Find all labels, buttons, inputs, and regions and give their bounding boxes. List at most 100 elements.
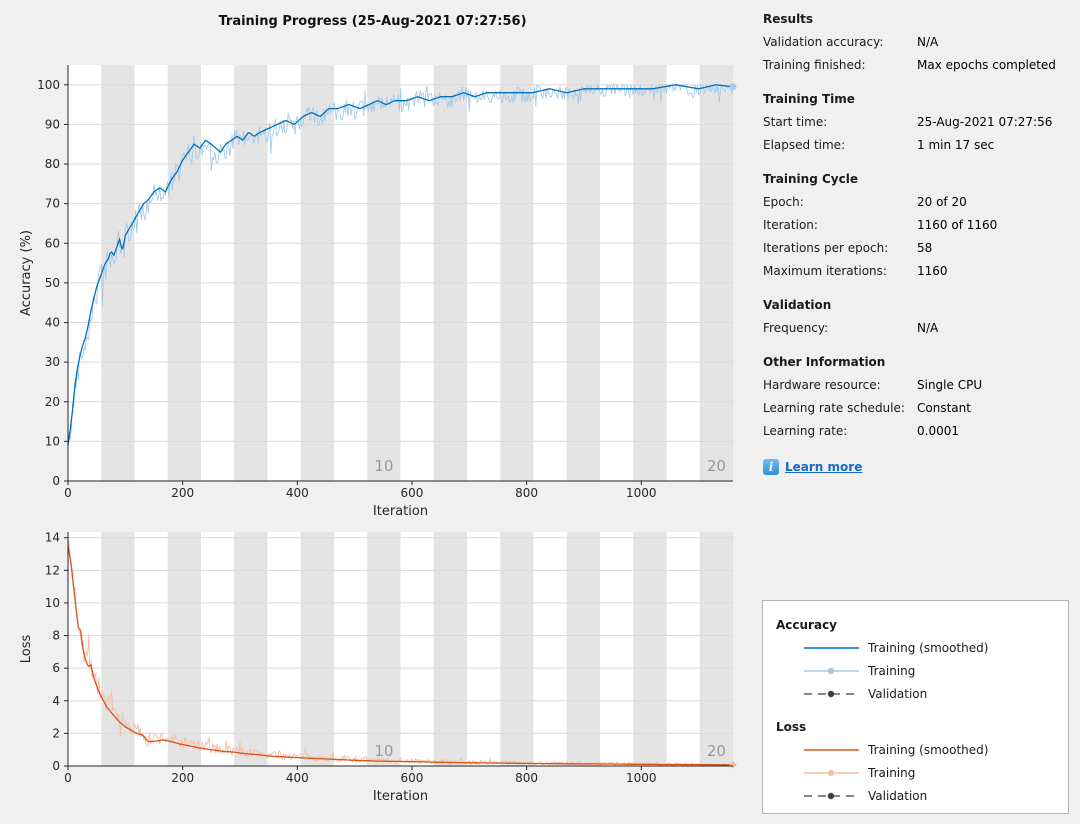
axes: 0 2 4 6 8 10 12 14 0 200 400 600 800 1000: [45, 531, 733, 785]
info-row-start-time: Start time: 25-Aug-2021 07:27:56: [763, 111, 1070, 134]
y-tick-label: 40: [45, 316, 60, 330]
info-label: Learning rate schedule:: [763, 401, 905, 415]
epoch-label: 20: [707, 457, 726, 475]
section-heading-training-cycle: Training Cycle: [763, 172, 858, 186]
legend-item-accuracy-validation: Validation: [776, 682, 1068, 705]
info-row-hardware-resource: Hardware resource: Single CPU: [763, 374, 1070, 397]
epoch-label: 10: [374, 742, 393, 760]
legend-group-accuracy: Accuracy Training (smoothed) Training: [776, 614, 1068, 705]
y-tick-label: 30: [45, 355, 60, 369]
info-label: Hardware resource:: [763, 378, 881, 392]
y-tick-label: 12: [45, 563, 60, 577]
legend-label: Validation: [868, 788, 928, 803]
epoch-bands: [101, 532, 733, 766]
legend-item-loss-validation: Validation: [776, 784, 1068, 807]
epoch-band: [234, 532, 268, 766]
epoch-labels: 10 20: [374, 742, 726, 760]
training-raw-line: [67, 83, 734, 446]
x-axis-label: Iteration: [373, 789, 428, 804]
info-value: N/A: [917, 35, 939, 49]
epoch-band: [500, 65, 534, 481]
y-tick-label: 20: [45, 395, 60, 409]
legend-item-accuracy-training: Training: [776, 659, 1068, 682]
epoch-band: [500, 532, 534, 766]
training-smoothed-line: [67, 84, 734, 446]
solid-line-icon: [804, 748, 859, 751]
y-tick-label: 80: [45, 157, 60, 171]
y-tick-label: 100: [37, 78, 60, 92]
info-value: N/A: [917, 321, 939, 335]
info-row-learning-rate: Learning rate: 0.0001: [763, 420, 1070, 443]
final-point-marker: [729, 83, 737, 91]
info-value: 25-Aug-2021 07:27:56: [917, 115, 1053, 129]
epoch-band: [566, 65, 600, 481]
epoch-labels: 10 20: [374, 457, 726, 475]
epoch-band: [101, 65, 135, 481]
section-heading-validation: Validation: [763, 298, 832, 312]
epoch-band: [699, 532, 733, 766]
y-tick-label: 60: [45, 236, 60, 250]
x-tick-label: 800: [515, 486, 538, 500]
y-tick-label: 8: [52, 629, 60, 643]
legend-group-loss: Loss Training (smoothed) Training: [776, 716, 1068, 807]
y-tick-label: 50: [45, 276, 60, 290]
info-label: Epoch:: [763, 195, 804, 209]
x-tick-label: 400: [286, 771, 309, 785]
line-with-marker-icon: [804, 769, 859, 776]
epoch-band: [633, 532, 667, 766]
info-label: Start time:: [763, 115, 828, 129]
info-label: Learning rate:: [763, 424, 848, 438]
info-row-training-finished: Training finished: Max epochs completed: [763, 54, 1070, 77]
dashed-line-with-marker-icon: [804, 792, 859, 799]
x-tick-label: 600: [401, 486, 424, 500]
info-value: 1 min 17 sec: [917, 138, 995, 152]
x-tick-label: 1000: [626, 771, 657, 785]
y-axis-label: Loss: [19, 635, 34, 664]
x-tick-label: 400: [286, 486, 309, 500]
legend-label: Training: [868, 663, 916, 678]
info-value: Single CPU: [917, 378, 983, 392]
y-tick-label: 6: [52, 661, 60, 675]
legend-item-loss-training-smoothed: Training (smoothed): [776, 738, 1068, 761]
epoch-band: [367, 532, 401, 766]
info-row-elapsed-time: Elapsed time: 1 min 17 sec: [763, 134, 1070, 157]
solid-line-icon: [804, 646, 859, 649]
epoch-band: [167, 65, 201, 481]
epoch-band: [300, 532, 334, 766]
info-row-iterations-per-epoch: Iterations per epoch: 58: [763, 237, 1070, 260]
section-heading-results: Results: [763, 12, 814, 26]
gridlines: [68, 537, 733, 734]
y-axis-label: Accuracy (%): [19, 230, 34, 316]
epoch-label: 10: [374, 457, 393, 475]
info-panel: Results Validation accuracy: N/A Trainin…: [745, 0, 1080, 600]
training-smoothed-line: [67, 545, 733, 766]
learn-more-link[interactable]: Learn more: [785, 460, 863, 474]
info-label: Elapsed time:: [763, 138, 846, 152]
final-point-marker: [729, 760, 737, 769]
x-tick-label: 600: [401, 771, 424, 785]
x-tick-label: 0: [64, 486, 72, 500]
info-icon: i: [763, 459, 779, 475]
legend-item-accuracy-training-smoothed: Training (smoothed): [776, 636, 1068, 659]
y-tick-label: 0: [52, 759, 60, 773]
info-value: 0.0001: [917, 424, 959, 438]
y-tick-label: 0: [52, 474, 60, 488]
info-label: Training finished:: [763, 58, 866, 72]
info-value: 20 of 20: [917, 195, 967, 209]
line-with-marker-icon: [804, 667, 859, 674]
x-axis-label: Iteration: [373, 504, 428, 519]
x-tick-label: 1000: [626, 486, 657, 500]
y-tick-label: 10: [45, 596, 60, 610]
y-tick-label: 10: [45, 434, 60, 448]
epoch-band: [300, 65, 334, 481]
legend-label: Validation: [868, 686, 928, 701]
x-tick-label: 800: [515, 771, 538, 785]
legend: Accuracy Training (smoothed) Training: [762, 600, 1069, 814]
page-title: Training Progress (25-Aug-2021 07:27:56): [218, 14, 527, 29]
section-heading-training-time: Training Time: [763, 92, 855, 106]
info-row-epoch: Epoch: 20 of 20: [763, 191, 1070, 214]
y-tick-label: 2: [52, 726, 60, 740]
